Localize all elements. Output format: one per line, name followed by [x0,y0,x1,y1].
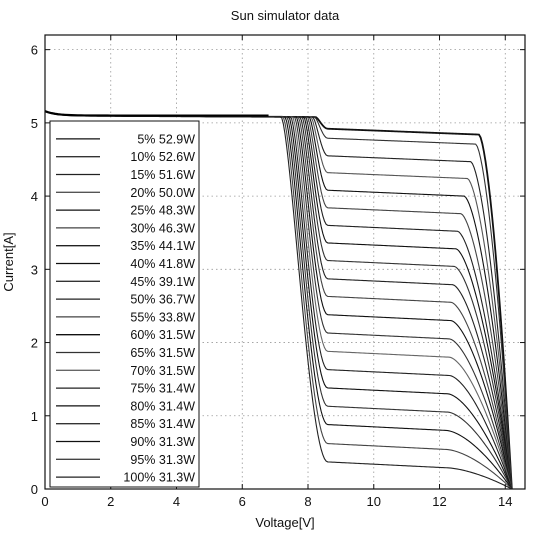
legend-entry: 25% 48.3W [130,204,195,218]
legend-entry: 85% 31.4W [130,417,195,431]
legend-entry: 100% 31.3W [123,471,195,485]
legend-entry: 70% 31.5W [130,364,195,378]
y-tick-label: 4 [31,189,38,204]
legend-entry: 30% 46.3W [130,221,195,235]
legend-entry: 15% 51.6W [130,168,195,182]
y-axis-label: Current[A] [1,232,16,291]
plot-area-frame [44,34,526,490]
series-lines [44,110,513,490]
y-tick-label: 1 [31,409,38,424]
legend-box [49,120,200,488]
legend-entry: 40% 41.8W [130,257,195,271]
legend-entry: 45% 39.1W [130,275,195,289]
legend-entry: 20% 50.0W [130,186,195,200]
y-tick-label: 3 [31,262,38,277]
y-tick-label: 2 [31,336,38,351]
x-tick-label: 14 [498,494,512,509]
legend: 5% 52.9W 10% 52.6W 15% 51.6W 20% 50.0W 25% 4… [49,120,200,488]
legend-entry: 60% 31.5W [130,328,195,342]
legend-entry: 35% 44.1W [130,239,195,253]
y-tick-label: 0 [31,482,38,497]
x-tick-label: 0 [41,494,48,509]
x-tick-label: 6 [239,494,246,509]
series-envelope [44,110,269,117]
legend-entry: 95% 31.3W [130,453,195,467]
legend-entry: 75% 31.4W [130,382,195,396]
legend-entry: 55% 33.8W [130,310,195,324]
x-tick-label: 4 [173,494,180,509]
x-tick-label: 2 [107,494,114,509]
legend-entry: 5% 52.9W [137,132,195,146]
legend-entry: 90% 31.3W [130,435,195,449]
legend-entry: 50% 36.7W [130,293,195,307]
legend-entry: 65% 31.5W [130,346,195,360]
x-tick-label: 8 [304,494,311,509]
x-tick-label: 10 [367,494,381,509]
chart-title: Sun simulator data [231,8,340,23]
y-tick-label: 5 [31,116,38,131]
x-axis-label: Voltage[V] [255,515,314,530]
y-tick-label: 6 [31,43,38,58]
x-tick-label: 12 [432,494,446,509]
legend-entry: 10% 52.6W [130,150,195,164]
legend-entry: 80% 31.4W [130,399,195,413]
